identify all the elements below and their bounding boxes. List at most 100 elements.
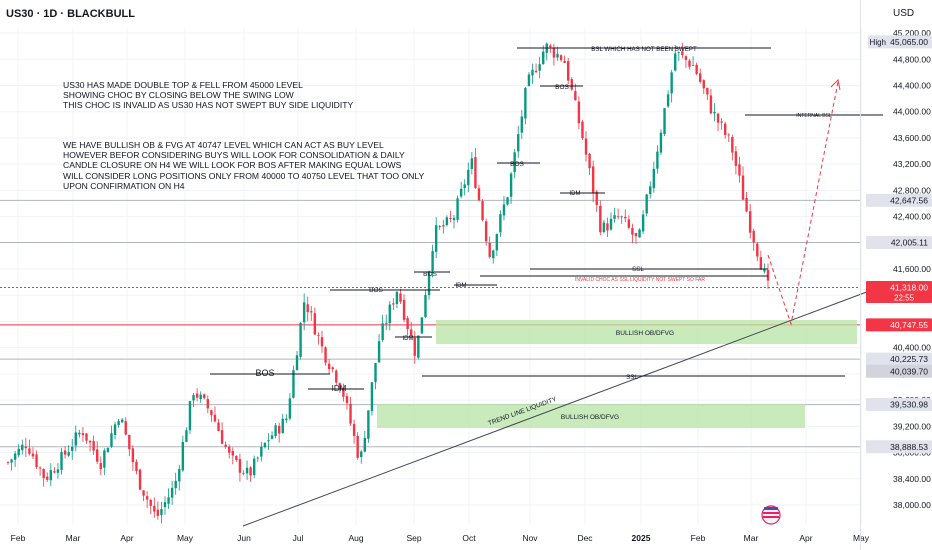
- price-tag: [866, 398, 932, 412]
- candle-body: [463, 184, 466, 189]
- candle-body: [28, 448, 31, 454]
- price-tag: [868, 35, 932, 49]
- candle-body: [117, 421, 120, 425]
- price-tag: [866, 281, 932, 304]
- candle-body: [213, 414, 217, 422]
- candle-body: [349, 403, 352, 424]
- price-tag: [866, 352, 932, 366]
- candle-body: [163, 502, 167, 508]
- candle-body: [99, 463, 102, 470]
- candle-body: [727, 134, 730, 136]
- candle-body: [317, 335, 320, 336]
- candle-body: [720, 121, 723, 123]
- price-tick-label: 43,600.00: [893, 133, 931, 143]
- candle-body: [624, 216, 627, 219]
- price-tag-value: 39,530.98: [890, 400, 928, 410]
- candle-body: [327, 363, 331, 370]
- candle-body: [324, 347, 327, 363]
- candle-body: [427, 271, 431, 296]
- candle-body: [452, 217, 456, 221]
- candle-body: [274, 425, 277, 436]
- candle-body: [288, 398, 292, 419]
- candle-body: [495, 234, 499, 251]
- candle-body: [24, 446, 28, 449]
- candle-body: [360, 451, 363, 458]
- price-tick-label: 44,800.00: [893, 54, 931, 64]
- candle-body: [60, 451, 63, 471]
- candle-body: [88, 440, 92, 443]
- candle-body: [731, 137, 734, 153]
- tradingview-icon[interactable]: [758, 504, 784, 526]
- price-tick-label: 39,200.00: [893, 421, 931, 431]
- currency-label[interactable]: USD: [893, 8, 915, 19]
- candle-body: [688, 60, 691, 67]
- candle-body: [67, 452, 70, 456]
- price-tick-label: 40,400.00: [893, 343, 931, 353]
- price-tag-value: 45,065.00: [890, 37, 928, 47]
- candle-body: [399, 293, 402, 302]
- candle-body: [53, 471, 56, 473]
- candle-body: [559, 55, 563, 61]
- candle-body: [488, 242, 491, 257]
- candle-body: [277, 425, 281, 434]
- candle-body: [156, 509, 160, 516]
- price-tag-value: 42,005.11: [891, 237, 928, 247]
- candle-body: [734, 151, 738, 166]
- candle-body: [506, 197, 509, 205]
- candle-body: [584, 138, 588, 155]
- candle-body: [203, 394, 206, 399]
- candle-body: [199, 394, 202, 399]
- candle-body: [538, 64, 541, 71]
- time-tick-label: Apr: [799, 533, 812, 543]
- candle-body: [367, 410, 370, 439]
- price-tag: [866, 440, 932, 454]
- candle-body: [174, 480, 177, 489]
- candle-body: [481, 201, 484, 220]
- candle-body: [92, 440, 95, 451]
- candle-body: [81, 433, 85, 436]
- time-tick-label: Jun: [237, 533, 251, 543]
- price-tag-value: 38,888.53: [890, 442, 928, 452]
- candle-body: [616, 216, 620, 218]
- price-tag: [866, 318, 932, 332]
- candle-body: [741, 175, 745, 200]
- candle-body: [695, 64, 698, 74]
- candle-body: [188, 401, 192, 431]
- price-tag-value: 40,225.73: [890, 354, 928, 364]
- candle-body: [638, 229, 641, 238]
- candle-body: [484, 221, 488, 242]
- candle-body: [142, 490, 145, 496]
- candle-body: [292, 370, 295, 398]
- candle-body: [534, 70, 538, 73]
- candle-body: [599, 205, 602, 233]
- symbol-title[interactable]: US30 · 1D · BLACKBULL: [6, 8, 135, 20]
- price-tag-value: 40,039.70: [890, 366, 928, 376]
- candle-body: [17, 448, 20, 456]
- candle-body: [395, 291, 399, 305]
- annotation-label: BULLISH OB/DFVG: [561, 414, 619, 421]
- annotation-label: BOS: [369, 287, 383, 294]
- annotation-label: IDM: [570, 191, 581, 197]
- annotation-label: IDM: [332, 384, 347, 393]
- candle-body: [434, 225, 438, 252]
- candle-body: [71, 446, 74, 452]
- candle-body: [106, 448, 110, 453]
- time-tick-label: Jul: [293, 533, 304, 543]
- price-tick-label: 42,800.00: [893, 185, 931, 195]
- candle-body: [285, 418, 288, 421]
- annotations: BSL WHICH HAS NOT BEEN SWEPT INTERNAL BSL…: [210, 46, 883, 527]
- candle-body: [591, 166, 595, 194]
- price-tick-label: 43,200.00: [893, 159, 931, 169]
- candle-body: [338, 383, 342, 390]
- candle-body: [256, 457, 259, 459]
- candle-body: [620, 216, 623, 218]
- candle-body: [113, 424, 117, 435]
- candle-body: [270, 435, 274, 439]
- price-tick-label: 42,400.00: [893, 212, 931, 222]
- candle-body: [231, 450, 234, 456]
- candle-body: [756, 243, 759, 257]
- annotation-label: BOS: [510, 161, 524, 168]
- candle-body: [31, 453, 35, 457]
- candle-body: [745, 197, 748, 212]
